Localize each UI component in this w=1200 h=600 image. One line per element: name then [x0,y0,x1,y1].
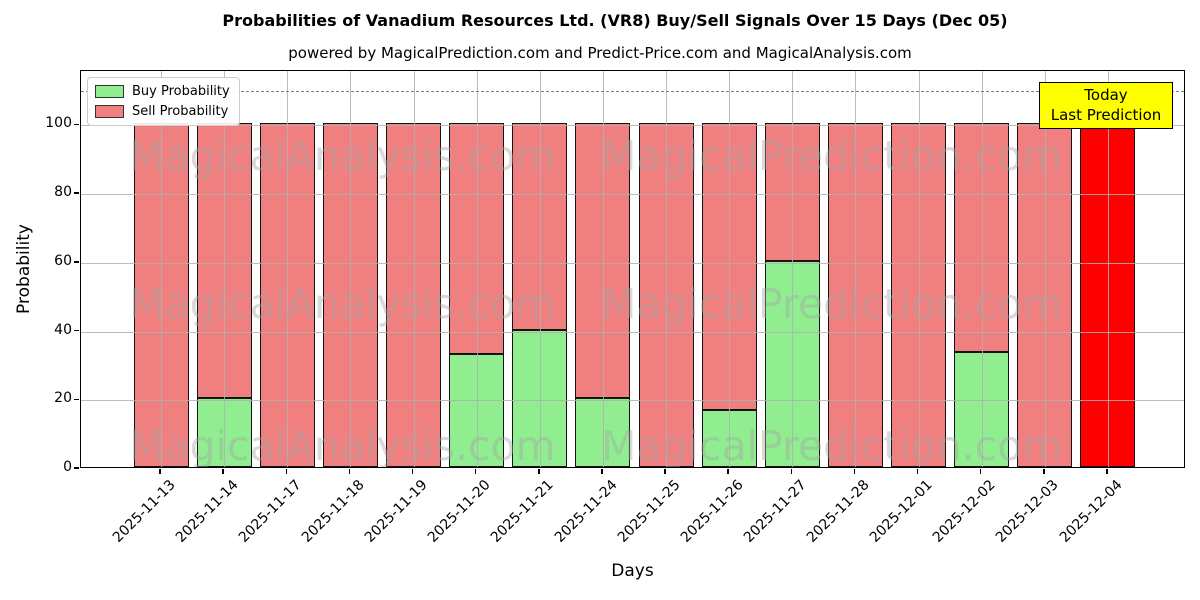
gridline-x-2025-11-18 [350,71,352,467]
y-tick-mark-80 [74,192,79,194]
x-tick-mark-2025-11-17 [285,469,287,474]
x-tick-label-text: 2025-11-19 [361,477,431,546]
x-tick-mark-2025-11-14 [222,469,224,474]
gridline-x-2025-11-26 [729,71,731,467]
gridline-y-80 [81,194,1184,196]
gridline-x-2025-11-13 [161,71,162,467]
x-tick-label-text: 2025-11-18 [298,477,368,546]
dashed-threshold-line [81,90,1184,92]
x-tick-mark-2025-11-27 [790,469,793,474]
legend-item-sell: Sell Probability [95,104,230,119]
x-tick-label-text: 2025-11-14 [172,477,242,546]
gridline-x-2025-11-20 [476,71,478,467]
y-tick-label-60: 60 [54,252,72,269]
x-tick-mark-2025-11-25 [664,469,666,474]
x-tick-mark-2025-12-02 [979,469,982,474]
gridline-x-2025-11-28 [855,71,857,467]
legend-label-sell: Sell Probability [132,104,229,119]
x-tick-label-text: 2025-11-28 [803,477,873,546]
gridline-x-2025-12-02 [981,71,983,467]
x-tick-mark-2025-11-21 [538,469,540,474]
x-tick-mark-2025-12-04 [1106,469,1108,474]
gridline-x-2025-12-01 [918,71,920,467]
chart-title: Probabilities of Vanadium Resources Ltd.… [222,11,1008,30]
y-axis-label: Probability [14,224,34,314]
gridline-x-2025-11-24 [602,71,604,467]
x-tick-mark-2025-11-18 [348,469,351,474]
chart-subtitle: powered by MagicalPrediction.com and Pre… [288,44,912,62]
x-tick-label-text: 2025-12-03 [993,477,1063,546]
y-tick-mark-40 [74,329,79,332]
x-tick-label-text: 2025-11-21 [488,477,558,546]
y-tick-label-40: 40 [54,321,72,338]
gridline-x-2025-12-04 [1107,71,1109,467]
x-tick-label-text: 2025-11-24 [551,477,621,546]
x-tick-mark-2025-12-03 [1043,469,1045,474]
x-tick-mark-2025-11-19 [411,469,414,474]
chart-legend: Buy Probability Sell Probability [87,77,240,126]
y-tick-mark-20 [74,398,79,400]
y-tick-label-80: 80 [54,184,72,201]
y-tick-mark-0 [74,467,79,469]
plot-area: MagicalAnalysis.com MagicalPrediction.com… [80,70,1185,468]
gridline-x-2025-11-19 [413,71,415,467]
x-tick-label-text: 2025-11-13 [109,477,179,546]
y-tick-label-20: 20 [54,390,72,407]
x-tick-mark-2025-11-26 [727,469,729,474]
gridline-x-2025-11-14 [224,71,226,467]
x-tick-label-text: 2025-11-17 [235,477,305,546]
legend-item-buy: Buy Probability [95,84,230,99]
gridline-y-40 [81,331,1184,333]
y-tick-mark-100 [74,123,79,126]
y-tick-label-100: 100 [45,115,72,132]
gridline-x-2025-11-27 [792,71,794,467]
gridline-y-100 [81,125,1184,127]
x-tick-label-text: 2025-11-26 [677,477,747,546]
gridline-x-2025-11-17 [287,71,289,467]
buy-probability-swatch [95,85,124,98]
gridline-y-60 [81,262,1184,264]
x-tick-label-text: 2025-12-04 [1056,477,1126,546]
today-last-prediction-annotation: Today Last Prediction [1039,82,1173,129]
x-axis-label: Days [611,561,654,581]
x-tick-mark-2025-11-28 [853,469,856,474]
x-tick-label-text: 2025-12-01 [867,477,936,546]
y-tick-label-0: 0 [63,459,72,475]
gridline-y-20 [81,400,1184,402]
x-tick-mark-2025-11-20 [474,469,477,474]
annotation-line-2: Last Prediction [1050,106,1162,124]
legend-label-buy: Buy Probability [132,84,230,99]
sell-probability-swatch [95,105,124,118]
x-tick-label-text: 2025-11-20 [425,477,494,546]
gridline-x-2025-11-21 [539,71,541,467]
x-tick-label-text: 2025-12-02 [930,477,1000,546]
x-tick-label-text: 2025-11-25 [614,477,684,546]
x-tick-mark-2025-11-13 [159,469,161,474]
gridline-x-2025-11-25 [666,71,668,467]
x-tick-mark-2025-11-24 [601,469,603,474]
x-tick-label-text: 2025-11-27 [740,477,810,546]
x-tick-mark-2025-12-01 [916,469,919,474]
gridline-x-2025-12-03 [1044,71,1046,467]
y-tick-mark-60 [74,261,79,263]
annotation-line-1: Today [1084,86,1128,104]
